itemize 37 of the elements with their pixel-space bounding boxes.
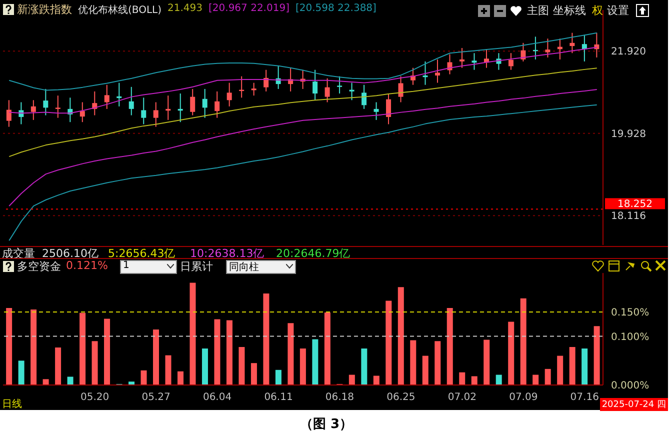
y-tick-label: 21.920 bbox=[611, 46, 646, 58]
x-tick-label: 05.27 bbox=[142, 392, 170, 404]
x-tick-label: 07.02 bbox=[448, 392, 477, 404]
annotation: 主图 bbox=[527, 3, 549, 18]
text: 1 bbox=[123, 260, 130, 271]
x-tick-label: 05.20 bbox=[80, 392, 110, 404]
text: （图 3） bbox=[300, 416, 353, 433]
text: 21.493 bbox=[168, 3, 203, 16]
annotation: 权 bbox=[592, 3, 603, 18]
text: 0.121% bbox=[66, 259, 108, 272]
text: [20.598 22.388] bbox=[295, 3, 376, 16]
x-tick-label: 07.16 bbox=[570, 392, 599, 404]
text: 日线 bbox=[2, 398, 22, 411]
text: 5:2656.43亿 bbox=[108, 246, 176, 260]
x-tick-label: 07.09 bbox=[509, 392, 538, 404]
chart-title: 多空资金 bbox=[17, 259, 61, 274]
y-tick-label: 18.116 bbox=[611, 211, 646, 222]
ref-line-label: 18.252 bbox=[618, 199, 652, 210]
x-tick-label: 06.11 bbox=[264, 392, 293, 404]
legend-title: 优化布林线(BOLL) bbox=[78, 4, 162, 17]
x-tick-label: 06.18 bbox=[325, 392, 354, 404]
y-tick-label: 0.100% bbox=[611, 332, 650, 343]
text: 2506.10亿 bbox=[42, 246, 98, 260]
y-tick-label: 19.928 bbox=[611, 128, 646, 140]
y-tick-label: 0.000% bbox=[611, 380, 650, 392]
text: [20.967 22.019] bbox=[208, 3, 290, 16]
annotation: 坐标线 bbox=[553, 3, 586, 18]
chart-title: 新涨跌指数 bbox=[17, 2, 72, 17]
y-tick-label: 0.150% bbox=[611, 308, 650, 319]
x-tick-label: 06.04 bbox=[202, 392, 232, 404]
text: 2025-07-24 四 bbox=[600, 398, 668, 411]
annotation: 同向柱 bbox=[229, 260, 259, 274]
text: 10:2638.13亿 bbox=[190, 246, 264, 261]
annotation: 日累计 bbox=[180, 259, 213, 274]
text: 设置 bbox=[607, 3, 629, 18]
x-tick-label: 06.25 bbox=[386, 392, 416, 404]
text: 20:2646.79亿 bbox=[276, 246, 350, 261]
